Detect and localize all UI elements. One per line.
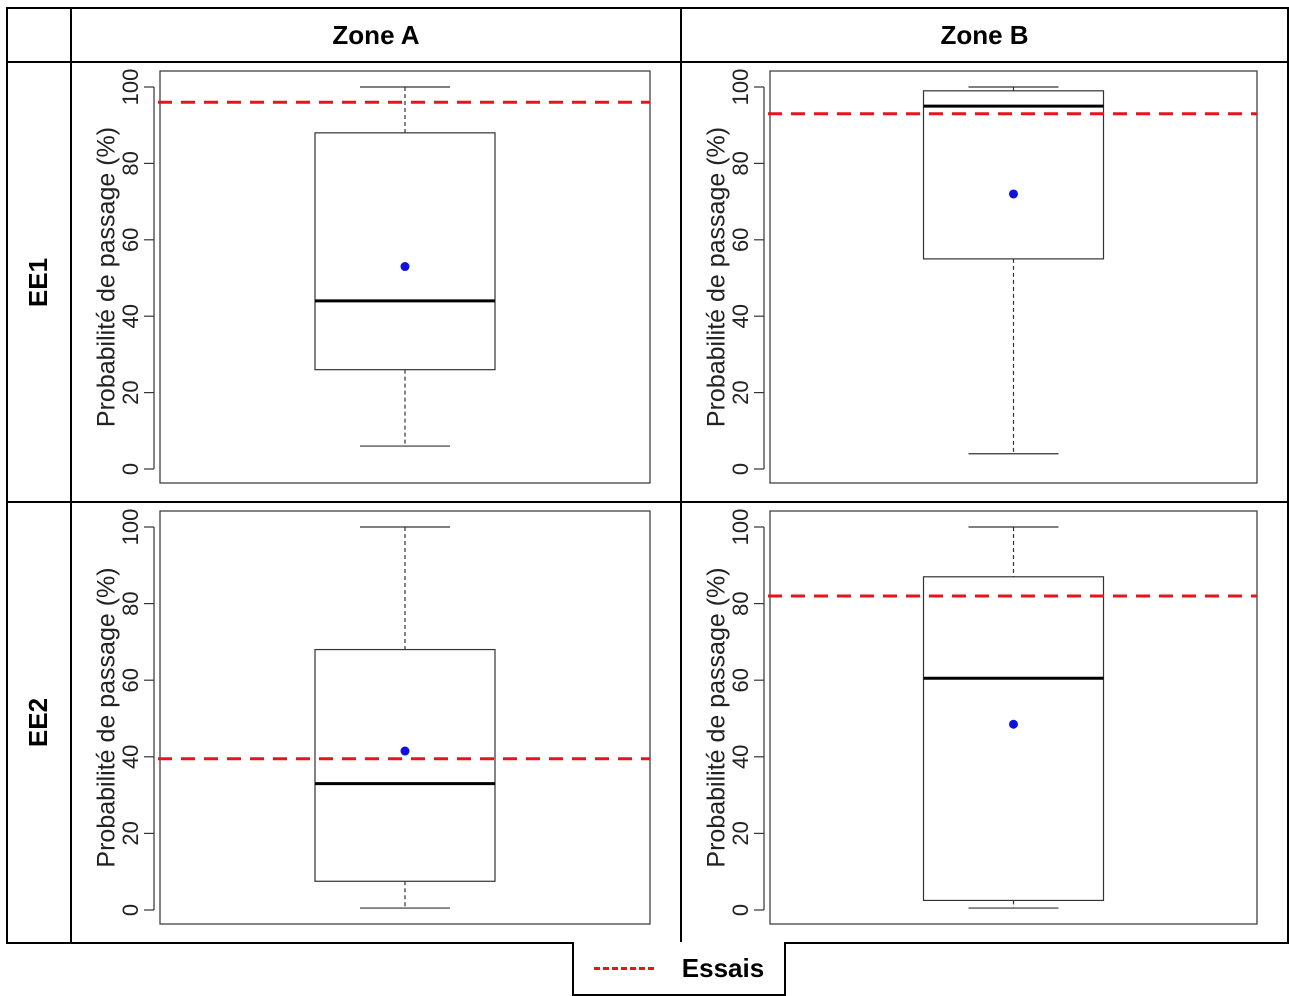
row-label-ee2: EE2 xyxy=(6,501,72,944)
y-tick-label: 0 xyxy=(728,463,753,475)
header-zone-a: Zone A xyxy=(70,7,682,63)
y-tick-label: 40 xyxy=(118,304,143,328)
header-zone-b: Zone B xyxy=(680,7,1289,63)
y-tick-label: 0 xyxy=(728,904,753,916)
y-tick-label: 100 xyxy=(728,69,753,106)
mean-point xyxy=(1009,719,1018,729)
mean-point xyxy=(400,746,410,756)
interquartile-box xyxy=(314,132,496,371)
y-tick-label: 40 xyxy=(728,745,753,769)
y-tick-label: 40 xyxy=(118,745,143,769)
y-axis-label: Probabilité de passage (%) xyxy=(703,567,731,867)
boxplot-ee2-zone-a: 0 20 40 60 80 100 Probabilité de passage (%) xyxy=(72,503,680,942)
boxplot-ee1-zone-a: 0 20 40 60 80 100 Probabilité de passage (%) xyxy=(72,63,680,501)
y-tick-label: 20 xyxy=(728,821,753,845)
y-tick-label: 100 xyxy=(118,69,143,106)
row-label-ee1: EE1 xyxy=(6,61,72,503)
cell-ee2-zone-a: 0 20 40 60 80 100 Probabilité de passage (%) xyxy=(70,501,682,944)
interquartile-box xyxy=(922,90,1105,260)
cell-ee2-zone-b: 0 20 40 60 80 100 Probabilité de passage (%) xyxy=(680,501,1289,944)
boxplot-svg: 0 20 40 60 80 100 Probabilité de passage (%) xyxy=(703,509,1258,925)
row-label-ee2-text: EE2 xyxy=(23,697,54,748)
legend-label: Essais xyxy=(681,952,765,983)
y-tick-label: 20 xyxy=(728,380,753,404)
mean-point xyxy=(400,262,410,272)
interquartile-box xyxy=(314,648,496,882)
boxplot-ee2-zone-b: 0 20 40 60 80 100 Probabilité de passage (%) xyxy=(682,503,1287,942)
plot-frame xyxy=(769,510,1258,925)
plot-frame xyxy=(159,510,651,925)
boxplot-svg: 0 20 40 60 80 100 Probabilité de passage (%) xyxy=(93,69,651,484)
y-tick-label: 20 xyxy=(118,821,143,845)
y-tick-label: 80 xyxy=(728,591,753,615)
y-tick-label: 0 xyxy=(118,463,143,475)
plot-frame xyxy=(159,70,651,484)
legend-dashed-line-swatch xyxy=(593,966,654,970)
boxplot-svg: 0 20 40 60 80 100 Probabilité de passage (%) xyxy=(93,509,651,925)
y-axis-label: Probabilité de passage (%) xyxy=(703,127,731,427)
y-tick-label: 100 xyxy=(728,509,753,546)
corner-cell xyxy=(6,7,72,63)
plot-frame xyxy=(769,70,1258,484)
y-axis-label: Probabilité de passage (%) xyxy=(93,567,121,867)
y-tick-label: 60 xyxy=(728,228,753,252)
y-tick-label: 60 xyxy=(728,668,753,692)
y-tick-label: 80 xyxy=(118,591,143,615)
y-tick-label: 60 xyxy=(118,668,143,692)
y-tick-label: 40 xyxy=(728,304,753,328)
y-tick-label: 0 xyxy=(118,904,143,916)
y-tick-label: 80 xyxy=(118,151,143,175)
boxplot-ee1-zone-b: 0 20 40 60 80 100 Probabilité de passage (%) xyxy=(682,63,1287,501)
legend: Essais xyxy=(572,942,786,996)
y-tick-label: 60 xyxy=(118,228,143,252)
row-label-ee1-text: EE1 xyxy=(23,257,54,307)
y-tick-label: 80 xyxy=(728,151,753,175)
boxplot-svg: 0 20 40 60 80 100 Probabilité de passage (%) xyxy=(703,69,1258,484)
cell-ee1-zone-b: 0 20 40 60 80 100 Probabilité de passage (%) xyxy=(680,61,1289,503)
cell-ee1-zone-a: 0 20 40 60 80 100 Probabilité de passage (%) xyxy=(70,61,682,503)
y-axis-label: Probabilité de passage (%) xyxy=(93,127,121,427)
mean-point xyxy=(1009,189,1018,199)
interquartile-box xyxy=(922,576,1105,902)
y-tick-label: 20 xyxy=(118,380,143,404)
y-tick-label: 100 xyxy=(118,509,143,546)
